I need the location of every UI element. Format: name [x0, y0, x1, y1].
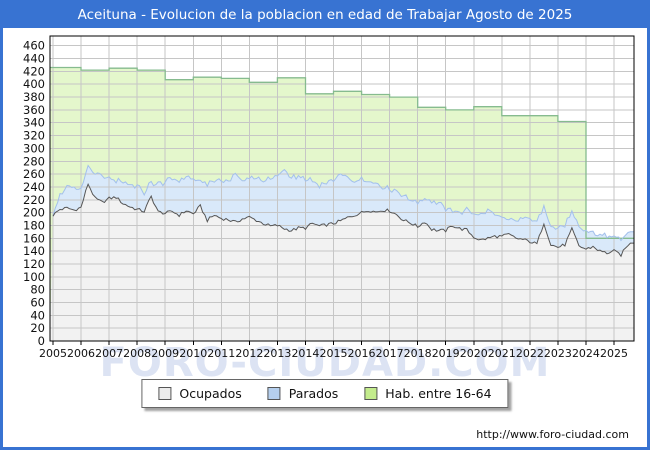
watermark: FORO-CIUDAD.COM: [99, 340, 551, 386]
svg-text:2021: 2021: [488, 347, 516, 360]
svg-text:240: 240: [23, 180, 45, 194]
svg-text:280: 280: [23, 154, 45, 168]
svg-text:2012: 2012: [235, 347, 263, 360]
svg-text:20: 20: [30, 321, 45, 335]
legend: Ocupados Parados Hab. entre 16-64: [141, 379, 509, 408]
svg-text:2007: 2007: [95, 347, 123, 360]
svg-text:2020: 2020: [460, 347, 488, 360]
svg-text:2024: 2024: [572, 347, 600, 360]
svg-text:2016: 2016: [348, 347, 376, 360]
legend-label-hab-16-64: Hab. entre 16-64: [385, 386, 492, 401]
footer-url: http://www.foro-ciudad.com: [476, 428, 629, 441]
svg-text:2005: 2005: [39, 347, 67, 360]
svg-text:260: 260: [23, 167, 45, 181]
svg-text:420: 420: [23, 64, 45, 78]
svg-text:100: 100: [23, 270, 45, 284]
svg-text:2025: 2025: [600, 347, 628, 360]
svg-text:80: 80: [30, 283, 45, 297]
legend-label-parados: Parados: [288, 386, 339, 401]
svg-text:220: 220: [23, 193, 45, 207]
svg-text:2018: 2018: [404, 347, 432, 360]
svg-text:2015: 2015: [320, 347, 348, 360]
svg-text:2011: 2011: [207, 347, 235, 360]
page-title: Aceituna - Evolucion de la poblacion en …: [3, 3, 647, 28]
svg-text:0: 0: [38, 334, 45, 348]
svg-text:340: 340: [23, 116, 45, 130]
svg-text:2013: 2013: [263, 347, 291, 360]
svg-text:2014: 2014: [291, 347, 319, 360]
svg-text:2023: 2023: [544, 347, 572, 360]
svg-text:2010: 2010: [179, 347, 207, 360]
svg-text:2009: 2009: [151, 347, 179, 360]
svg-text:460: 460: [23, 39, 45, 53]
svg-text:2022: 2022: [516, 347, 544, 360]
svg-text:60: 60: [30, 295, 45, 309]
svg-text:380: 380: [23, 90, 45, 104]
svg-text:2006: 2006: [67, 347, 95, 360]
svg-text:320: 320: [23, 129, 45, 143]
svg-text:2008: 2008: [123, 347, 151, 360]
svg-text:40: 40: [30, 308, 45, 322]
hab-16-64-swatch-icon: [364, 387, 378, 400]
svg-text:400: 400: [23, 77, 45, 91]
legend-item-parados: Parados: [267, 386, 339, 401]
legend-item-hab-16-64: Hab. entre 16-64: [364, 386, 492, 401]
svg-text:140: 140: [23, 244, 45, 258]
svg-text:200: 200: [23, 206, 45, 220]
svg-text:440: 440: [23, 52, 45, 66]
parados-swatch-icon: [267, 387, 281, 400]
ocupados-swatch-icon: [158, 387, 172, 400]
svg-text:180: 180: [23, 218, 45, 232]
svg-text:2017: 2017: [376, 347, 404, 360]
svg-text:360: 360: [23, 103, 45, 117]
svg-text:2019: 2019: [432, 347, 460, 360]
legend-item-ocupados: Ocupados: [158, 386, 242, 401]
svg-text:160: 160: [23, 231, 45, 245]
svg-text:120: 120: [23, 257, 45, 271]
svg-text:300: 300: [23, 141, 45, 155]
population-chart: 0204060801001201401601802002202402602803…: [23, 35, 635, 360]
legend-label-ocupados: Ocupados: [179, 386, 242, 401]
